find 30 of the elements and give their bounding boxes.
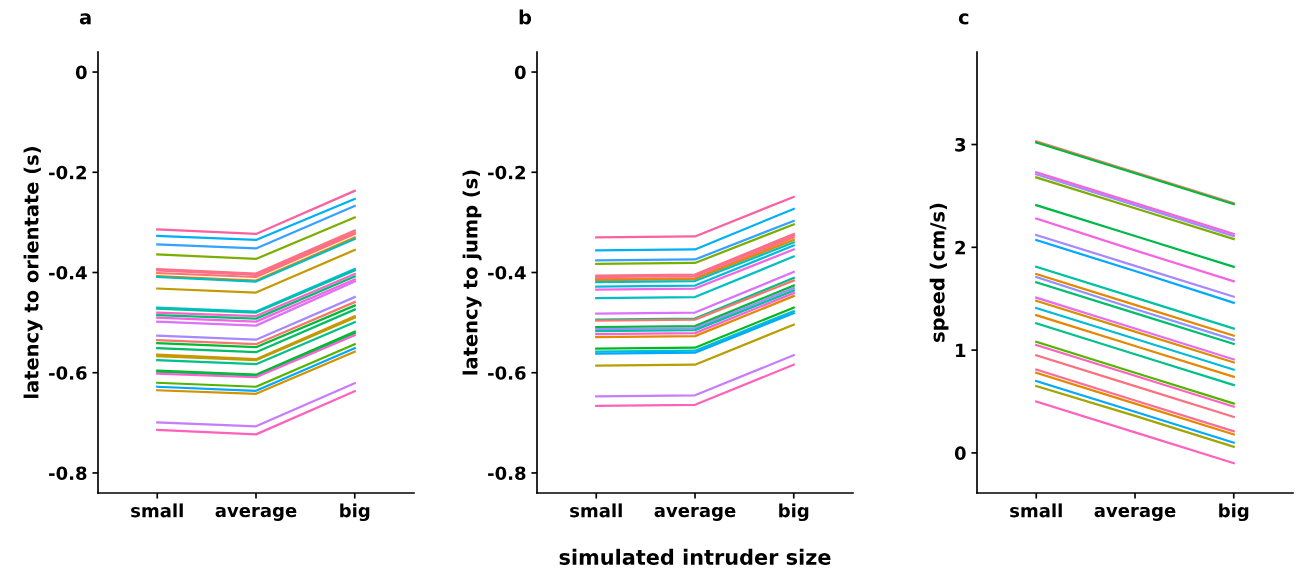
y-tick-label: 0 <box>75 65 87 80</box>
x-tick-label: big <box>1219 503 1249 522</box>
y-tick-label: 1 <box>956 343 966 357</box>
x-tick-label: average <box>215 506 297 521</box>
y-tick-label: 3 <box>955 137 966 152</box>
x-tick-label: big <box>340 503 370 522</box>
y-tick-label: 0 <box>954 446 966 461</box>
x-tick-label: big <box>779 503 809 522</box>
y-tick-label: -0.6 <box>49 366 87 380</box>
y-tick-label: -0.8 <box>49 466 87 481</box>
chart-title: c <box>958 13 969 25</box>
x-tick-label: average <box>1094 506 1176 521</box>
chart-title: a <box>79 13 91 25</box>
y-axis-title: latency to orientate (s) <box>23 147 43 398</box>
x-axis-title: simulated intruder size <box>559 548 831 565</box>
x-tick-label: small <box>570 503 622 518</box>
y-tick-label: -0.8 <box>488 466 526 481</box>
x-tick-label: small <box>131 503 183 518</box>
y-tick-label: -0.4 <box>49 265 87 280</box>
x-tick-label: average <box>654 506 736 521</box>
y-tick-label: -0.4 <box>488 265 526 280</box>
y-axis-title: latency to jump (s) <box>462 170 482 375</box>
y-tick-label: -0.2 <box>488 165 526 180</box>
x-tick-label: small <box>1010 503 1062 518</box>
chart-title: b <box>519 9 532 25</box>
y-tick-label: 2 <box>955 240 966 255</box>
y-axis-title: speed (cm/s) <box>929 203 949 342</box>
y-tick-label: -0.6 <box>488 366 526 380</box>
y-tick-label: 0 <box>514 65 526 80</box>
y-tick-label: -0.2 <box>49 165 87 180</box>
